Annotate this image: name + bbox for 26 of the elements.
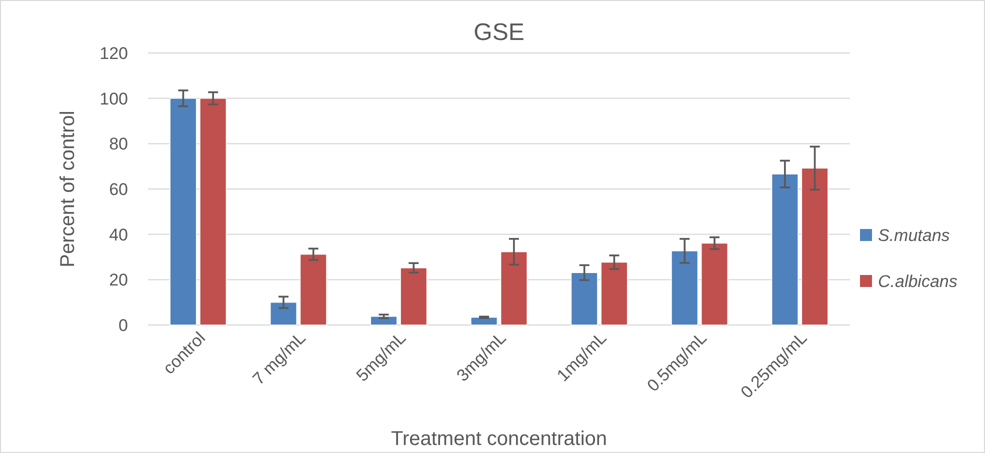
bar bbox=[200, 98, 227, 326]
bar bbox=[600, 262, 628, 326]
legend-label: S.mutans bbox=[878, 226, 950, 245]
y-axis-title: Percent of control bbox=[57, 110, 79, 268]
y-tick-label: 0 bbox=[118, 316, 128, 335]
bar bbox=[570, 272, 598, 326]
bar bbox=[771, 174, 798, 326]
y-tick-label: 60 bbox=[109, 180, 128, 199]
bar bbox=[170, 98, 197, 326]
bar bbox=[671, 250, 698, 326]
bar bbox=[500, 251, 528, 326]
bar bbox=[470, 316, 498, 326]
bar bbox=[370, 316, 398, 326]
y-tick-label: 40 bbox=[109, 225, 128, 244]
y-tick-label: 120 bbox=[100, 44, 128, 63]
legend-label: C.albicans bbox=[878, 272, 958, 291]
y-tick-label: 100 bbox=[100, 89, 128, 108]
y-tick-label: 20 bbox=[109, 270, 128, 290]
bar bbox=[700, 242, 728, 326]
y-tick-label: 80 bbox=[109, 134, 128, 154]
chart-title: GSE bbox=[474, 19, 524, 46]
bar bbox=[400, 267, 428, 326]
bar bbox=[270, 302, 298, 326]
bar bbox=[300, 254, 327, 326]
bar bbox=[801, 168, 828, 326]
x-axis-title: Treatment concentration bbox=[390, 428, 608, 450]
